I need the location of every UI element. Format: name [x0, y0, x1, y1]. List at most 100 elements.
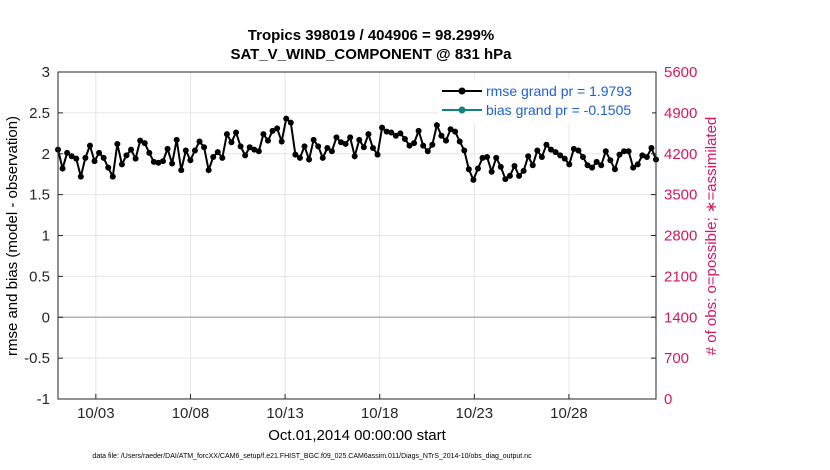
- rmse-point: [566, 161, 573, 168]
- legend-rmse-label: rmse grand pr = 1.9793: [486, 83, 632, 99]
- rmse-point: [146, 149, 153, 156]
- rmse-point: [169, 160, 176, 167]
- rmse-point: [379, 124, 386, 131]
- rmse-point: [502, 176, 509, 183]
- rmse-point: [123, 152, 130, 159]
- rmse-point: [246, 144, 253, 151]
- rmse-point: [356, 136, 363, 143]
- rmse-point: [242, 152, 249, 159]
- right-tick-label: 2800: [664, 228, 697, 245]
- rmse-point: [73, 155, 80, 162]
- rmse-point: [397, 130, 404, 137]
- rmse-point: [420, 142, 427, 149]
- rmse-point: [141, 140, 148, 147]
- rmse-point: [91, 158, 98, 165]
- rmse-point: [164, 145, 171, 152]
- rmse-point: [625, 148, 632, 155]
- x-tick-label: 10/13: [266, 405, 304, 422]
- rmse-point: [77, 173, 84, 180]
- rmse-point: [132, 155, 139, 162]
- rmse-point: [96, 149, 103, 156]
- legend-bias-marker: [458, 106, 466, 114]
- left-axis-ticks: -1 -0.5 0 0.5 1 1.5 2 2.5 3: [24, 64, 63, 408]
- rmse-point: [369, 145, 376, 152]
- x-tick-label: 10/28: [550, 405, 588, 422]
- rmse-point: [219, 154, 226, 161]
- rmse-point: [178, 167, 185, 174]
- rmse-point: [639, 152, 646, 159]
- rmse-point: [593, 158, 600, 165]
- rmse-point: [474, 165, 481, 172]
- rmse-point: [150, 158, 157, 165]
- rmse-point: [447, 126, 454, 133]
- rmse-point: [374, 151, 381, 158]
- rmse-point: [105, 164, 112, 171]
- rmse-point: [114, 140, 121, 147]
- rmse-point: [342, 140, 349, 147]
- y-axis-label-left: rmse and bias (model - observation): [4, 116, 21, 356]
- legend-bias-label: bias grand pr = -0.1505: [486, 102, 631, 118]
- rmse-point: [319, 154, 326, 161]
- rmse-point: [461, 147, 468, 154]
- rmse-point: [100, 154, 107, 161]
- rmse-point: [228, 139, 235, 146]
- rmse-point: [264, 137, 271, 144]
- rmse-point: [64, 149, 71, 156]
- left-tick-label: 2: [42, 146, 50, 163]
- rmse-point: [109, 173, 116, 180]
- rmse-point: [392, 132, 399, 139]
- rmse-point: [287, 119, 294, 126]
- rmse-point: [598, 162, 605, 169]
- rmse-point: [538, 154, 545, 161]
- rmse-point: [415, 127, 422, 134]
- y-axis-label-right: # of obs: o=possible; ∗=assimilated: [703, 117, 720, 356]
- rmse-point: [634, 161, 641, 168]
- rmse-point: [324, 145, 331, 152]
- rmse-point: [561, 155, 568, 162]
- x-tick-label: 10/08: [172, 405, 210, 422]
- x-axis-ticks: 10/03 10/08 10/13 10/18 10/23 10/28: [77, 394, 588, 422]
- rmse-point: [630, 164, 637, 171]
- rmse-point: [269, 127, 276, 134]
- rmse-point: [82, 154, 89, 161]
- right-tick-label: 5600: [664, 64, 697, 81]
- rmse-point: [470, 176, 477, 183]
- rmse-point: [278, 138, 285, 145]
- rmse-point: [534, 147, 541, 154]
- x-tick-label: 10/23: [456, 405, 494, 422]
- rmse-point: [338, 139, 345, 146]
- rmse-point: [529, 162, 536, 169]
- rmse-point: [557, 152, 564, 159]
- rmse-point: [584, 162, 591, 169]
- rmse-point: [579, 154, 586, 161]
- rmse-point: [452, 128, 459, 135]
- rmse-point: [205, 167, 212, 174]
- legend: rmse grand pr = 1.9793 bias grand pr = -…: [438, 79, 652, 123]
- rmse-point: [233, 129, 240, 136]
- left-tick-label: -0.5: [24, 350, 50, 367]
- right-tick-label: 1400: [664, 309, 697, 326]
- rmse-point: [602, 148, 609, 155]
- right-tick-label: 2100: [664, 268, 697, 285]
- rmse-point: [360, 144, 367, 151]
- rmse-point: [159, 158, 166, 165]
- rmse-point: [552, 149, 559, 156]
- x-axis-label: Oct.01,2014 00:00:00 start: [268, 427, 446, 444]
- left-tick-label: 0.5: [29, 268, 50, 285]
- left-tick-label: 0: [42, 309, 50, 326]
- rmse-point: [201, 144, 208, 151]
- left-tick-label: 2.5: [29, 105, 50, 122]
- right-tick-label: 0: [664, 391, 672, 408]
- legend-rmse-marker: [458, 87, 466, 95]
- rmse-point: [128, 146, 135, 153]
- rmse-point: [616, 151, 623, 158]
- right-tick-label: 4200: [664, 146, 697, 163]
- rmse-point: [516, 172, 523, 179]
- rmse-point: [223, 131, 230, 138]
- rmse-point: [296, 154, 303, 161]
- rmse-point: [365, 131, 372, 138]
- rmse-point: [155, 159, 162, 166]
- rmse-point: [607, 157, 614, 164]
- rmse-point: [479, 154, 486, 161]
